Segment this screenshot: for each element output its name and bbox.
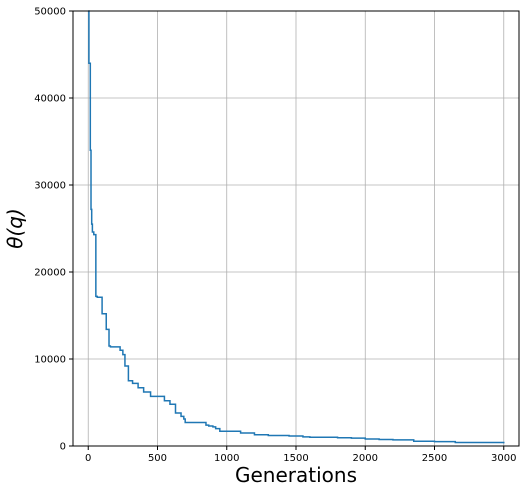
y-tick-label: 30000 xyxy=(34,181,66,192)
y-axis-label: θ(q) xyxy=(3,208,27,249)
y-tick-label: 40000 xyxy=(34,94,66,105)
data-series xyxy=(88,10,505,444)
x-tick-label: 0 xyxy=(85,453,91,464)
x-tick-label: 2000 xyxy=(353,453,378,464)
x-tick-label: 3000 xyxy=(491,453,516,464)
y-tick-label: 0 xyxy=(60,442,66,453)
y-tick-label: 10000 xyxy=(34,355,66,366)
axis-ticks: 0 500 1000 1500 2000 2500 30000100002000030000… xyxy=(34,7,516,465)
x-axis-label: Generations xyxy=(235,463,357,487)
x-tick-label: 1000 xyxy=(214,453,239,464)
y-tick-label: 20000 xyxy=(34,268,66,279)
x-tick-label: 1500 xyxy=(283,453,308,464)
x-tick-label: 2500 xyxy=(422,453,447,464)
series-line xyxy=(88,10,505,444)
x-tick-label: 500 xyxy=(148,453,167,464)
y-tick-label: 50000 xyxy=(34,7,66,18)
